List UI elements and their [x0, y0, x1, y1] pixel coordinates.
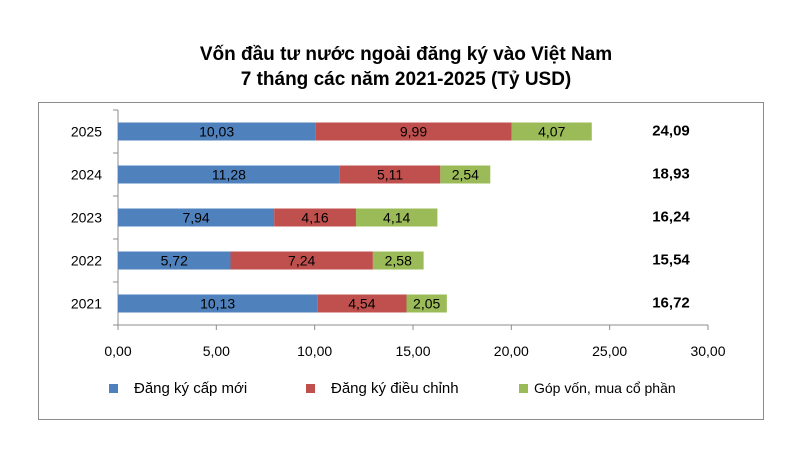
- bar-segment: [372, 251, 424, 270]
- bar-segment: [339, 165, 441, 184]
- bar-value-label: 4,54: [348, 296, 375, 312]
- legend-swatch-adjustment: [306, 384, 315, 393]
- legend-item-capital-contribution: Góp vốn, mua cổ phần: [519, 380, 676, 396]
- bar-segment: [118, 208, 275, 227]
- legend-label-adjustment: Đăng ký điều chỉnh: [331, 380, 459, 397]
- bar-segment: [118, 122, 316, 141]
- bar-value-label: 5,11: [377, 167, 403, 183]
- bar-segment: [118, 294, 318, 313]
- bar-segment: [230, 251, 373, 270]
- bar-segment: [118, 165, 340, 184]
- bar-value-label: 7,94: [182, 210, 209, 226]
- legend-swatch-capital-contribution: [519, 383, 528, 393]
- bar-segment: [315, 122, 512, 141]
- x-tick-label: 0,00: [104, 343, 131, 359]
- legend-label-new-registration: Đăng ký cấp mới: [134, 380, 248, 397]
- category-label: 2024: [71, 167, 102, 183]
- bar-segment: [440, 165, 491, 184]
- category-label: 2025: [71, 124, 102, 140]
- total-label: 16,24: [652, 209, 690, 226]
- bar-value-label: 9,99: [400, 124, 427, 140]
- chart-title: Vốn đầu tư nước ngoài đăng ký vào Việt N…: [199, 44, 613, 65]
- category-label: 2023: [71, 210, 102, 226]
- legend-label-capital-contribution: Góp vốn, mua cổ phần: [534, 380, 676, 396]
- bar-segment: [511, 122, 592, 141]
- bar-value-label: 5,72: [161, 253, 188, 269]
- bar-value-label: 10,13: [200, 296, 235, 312]
- x-tick-label: 5,00: [203, 343, 230, 359]
- x-tick-label: 20,00: [494, 343, 529, 359]
- bar-segment: [274, 208, 356, 227]
- bar-value-label: 4,16: [301, 210, 328, 226]
- category-label: 2022: [71, 253, 102, 269]
- total-label: 24,09: [652, 123, 690, 140]
- bar-value-label: 4,07: [538, 124, 565, 140]
- total-label: 18,93: [652, 166, 690, 183]
- x-tick-label: 25,00: [592, 343, 627, 359]
- bar-value-label: 10,03: [199, 124, 234, 140]
- bar-segment: [317, 294, 407, 313]
- bar-segment: [355, 208, 438, 227]
- x-tick-label: 15,00: [395, 343, 430, 359]
- chart-subtitle: 7 tháng các năm 2021-2025 (Tỷ USD): [240, 69, 572, 90]
- legend-swatch-new-registration: [109, 384, 118, 393]
- legend-item-new-registration: Đăng ký cấp mới: [109, 380, 247, 397]
- x-tick-label: 10,00: [297, 343, 332, 359]
- bar-value-label: 2,58: [385, 253, 412, 269]
- bar-value-label: 11,28: [212, 167, 246, 183]
- legend-item-adjustment: Đăng ký điều chỉnh: [306, 380, 459, 397]
- bar-segment: [406, 294, 447, 313]
- bar-value-label: 7,24: [288, 253, 315, 269]
- total-label: 15,54: [652, 252, 690, 269]
- chart-frame: [38, 102, 764, 420]
- bar-segment: [118, 251, 231, 270]
- total-label: 16,72: [652, 295, 690, 312]
- category-label: 2021: [71, 296, 102, 312]
- bar-value-label: 2,54: [452, 167, 479, 183]
- bar-value-label: 4,14: [383, 210, 410, 226]
- x-tick-label: 30,00: [690, 343, 725, 359]
- bar-value-label: 2,05: [413, 296, 440, 312]
